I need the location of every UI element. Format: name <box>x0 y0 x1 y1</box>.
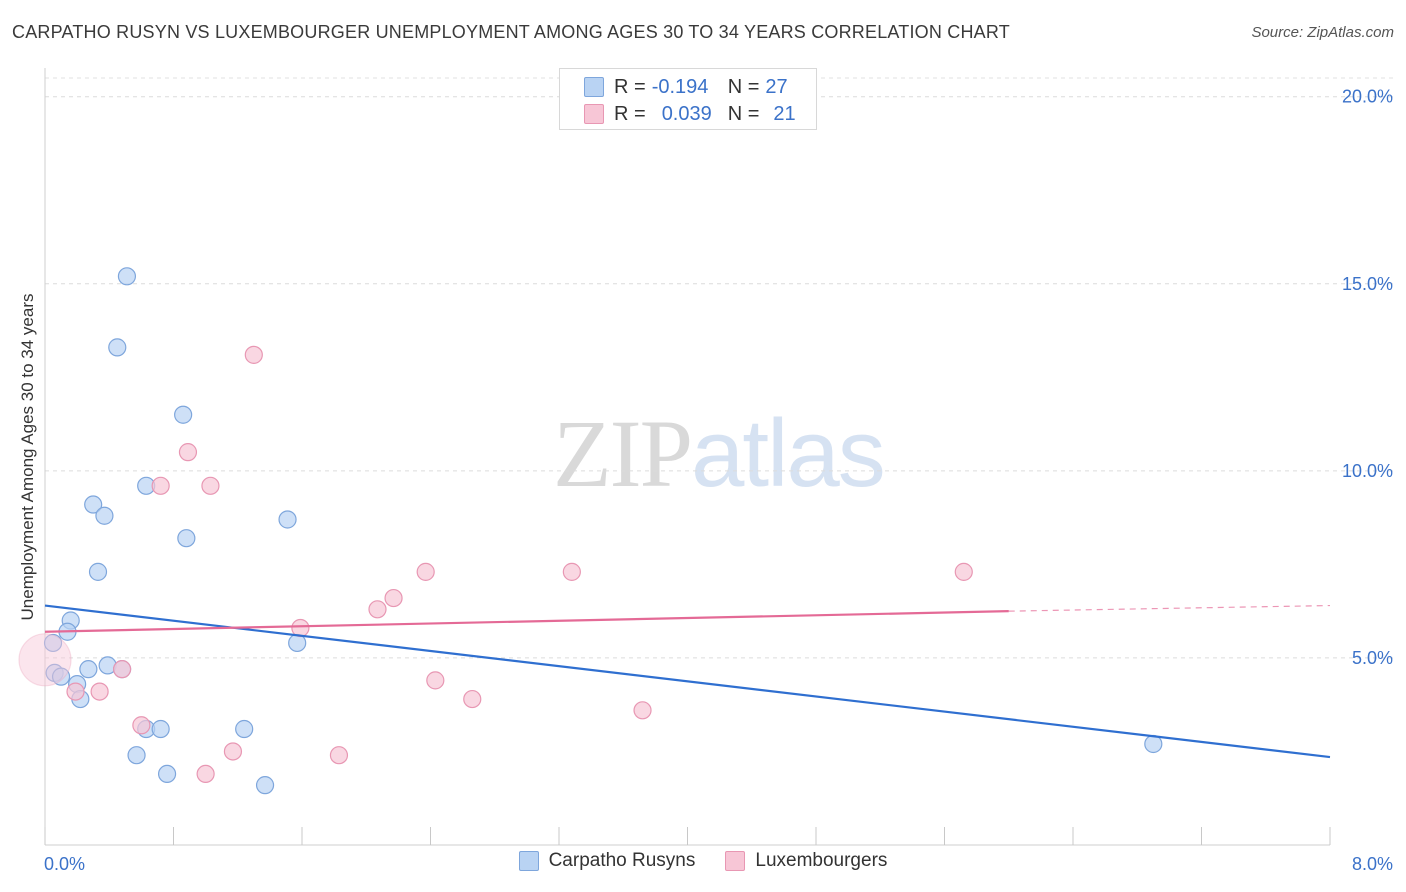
data-point <box>177 529 196 548</box>
data-point <box>95 506 114 525</box>
data-point <box>244 345 263 364</box>
data-point <box>43 633 63 653</box>
source-label: Source: ZipAtlas.com <box>1251 24 1394 41</box>
data-point <box>196 764 215 784</box>
data-point <box>51 667 71 686</box>
legend-swatch-pink <box>584 104 604 124</box>
legend-label: Carpatho Rusyns <box>548 850 696 871</box>
y-tick-label: 20.0% <box>1342 87 1393 107</box>
legend-r-label: R = <box>614 102 646 125</box>
data-point <box>329 746 349 765</box>
trend-line-extension <box>1008 604 1331 612</box>
data-point <box>426 671 445 690</box>
data-point <box>84 495 103 514</box>
data-point <box>108 338 127 357</box>
data-point <box>235 719 254 739</box>
data-point <box>368 600 387 619</box>
legend-swatch-blue <box>518 851 539 871</box>
watermark-atlas: atlas <box>691 400 886 507</box>
legend-row-luxembourger: R = 0.039 N = 21 <box>584 101 796 127</box>
correlation-legend: R = -0.194 N = 27 R = 0.039 N = 21 <box>559 68 817 130</box>
legend-label: Luxembourgers <box>755 850 888 871</box>
data-point <box>174 405 193 424</box>
data-point <box>157 764 177 784</box>
trend-line <box>44 604 1331 759</box>
watermark-zip: ZIP <box>553 400 693 507</box>
watermark: ZIPatlas <box>553 398 886 509</box>
legend-n-value: 21 <box>773 102 796 125</box>
legend-swatch-pink <box>725 851 746 871</box>
data-point <box>178 443 198 462</box>
data-point <box>954 562 973 581</box>
x-tick-label: 0.0% <box>44 854 85 874</box>
y-tick-label: 15.0% <box>1342 274 1393 294</box>
data-point <box>633 701 652 720</box>
data-point <box>255 776 275 795</box>
data-point <box>90 682 109 701</box>
data-point <box>384 588 403 608</box>
data-point <box>463 689 482 709</box>
legend-n-label: N = <box>727 102 760 125</box>
data-point <box>88 562 108 581</box>
data-point <box>151 719 170 739</box>
legend-swatch-blue <box>584 77 604 97</box>
data-point <box>562 562 581 581</box>
data-point <box>223 742 243 761</box>
data-point <box>117 267 137 286</box>
data-point <box>278 510 297 529</box>
legend-r-value: 0.039 <box>661 102 712 125</box>
legend-item-luxembourgers: Luxembourgers <box>725 850 887 872</box>
data-point <box>416 562 435 581</box>
data-point <box>66 682 85 701</box>
legend-r-value: -0.194 <box>651 75 709 98</box>
data-point <box>112 660 132 679</box>
legend-n-value: 27 <box>765 75 788 98</box>
data-point <box>127 746 146 765</box>
trend-line <box>44 610 1009 633</box>
legend-n-label: N = <box>727 75 760 98</box>
series-legend: Carpatho Rusyns Luxembourgers <box>0 850 1406 872</box>
legend-item-carpatho-rusyns: Carpatho Rusyns <box>518 850 696 872</box>
x-tick-label: 8.0% <box>1352 854 1393 874</box>
legend-row-carpatho: R = -0.194 N = 27 <box>584 74 788 100</box>
data-point <box>18 633 72 687</box>
y-axis-label: Unemployment Among Ages 30 to 34 years <box>18 293 37 621</box>
data-point <box>132 716 151 735</box>
legend-r-label: R = <box>614 75 646 98</box>
data-point <box>79 660 98 679</box>
y-tick-label: 10.0% <box>1342 461 1393 481</box>
chart-title: CARPATHO RUSYN VS LUXEMBOURGER UNEMPLOYM… <box>12 22 1010 42</box>
data-point <box>151 476 170 495</box>
y-tick-label: 5.0% <box>1352 648 1393 668</box>
data-point <box>201 476 220 495</box>
